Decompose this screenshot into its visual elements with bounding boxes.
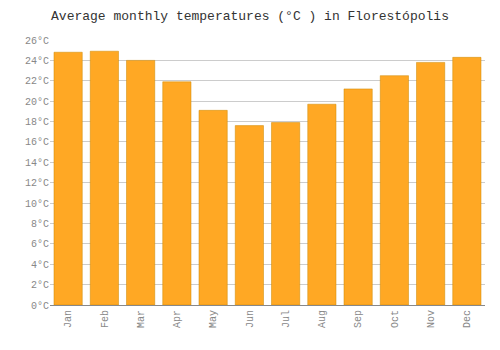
svg-text:20°C: 20°C — [25, 97, 49, 108]
svg-text:22°C: 22°C — [25, 76, 49, 87]
svg-text:26°C: 26°C — [25, 36, 49, 47]
svg-text:12°C: 12°C — [25, 178, 49, 189]
svg-text:Nov: Nov — [426, 310, 437, 328]
svg-text:Feb: Feb — [100, 310, 111, 328]
svg-text:Aug: Aug — [317, 310, 328, 328]
svg-text:4°C: 4°C — [31, 260, 49, 271]
svg-text:Average monthly temperatures (: Average monthly temperatures (°C ) in Fl… — [51, 9, 449, 24]
svg-text:8°C: 8°C — [31, 219, 49, 230]
svg-text:Oct: Oct — [390, 310, 401, 328]
svg-text:24°C: 24°C — [25, 56, 49, 67]
svg-text:Apr: Apr — [172, 310, 183, 328]
svg-text:Dec: Dec — [462, 310, 473, 328]
svg-text:16°C: 16°C — [25, 137, 49, 148]
svg-text:18°C: 18°C — [25, 117, 49, 128]
svg-text:10°C: 10°C — [25, 199, 49, 210]
svg-text:Jun: Jun — [245, 310, 256, 328]
svg-text:6°C: 6°C — [31, 239, 49, 250]
svg-text:Mar: Mar — [136, 310, 147, 328]
svg-text:0°C: 0°C — [31, 301, 49, 312]
svg-text:Sep: Sep — [353, 310, 364, 328]
svg-text:Jul: Jul — [281, 310, 292, 328]
svg-text:14°C: 14°C — [25, 158, 49, 169]
svg-text:2°C: 2°C — [31, 280, 49, 291]
svg-text:Jan: Jan — [63, 310, 74, 328]
svg-text:May: May — [208, 310, 219, 328]
